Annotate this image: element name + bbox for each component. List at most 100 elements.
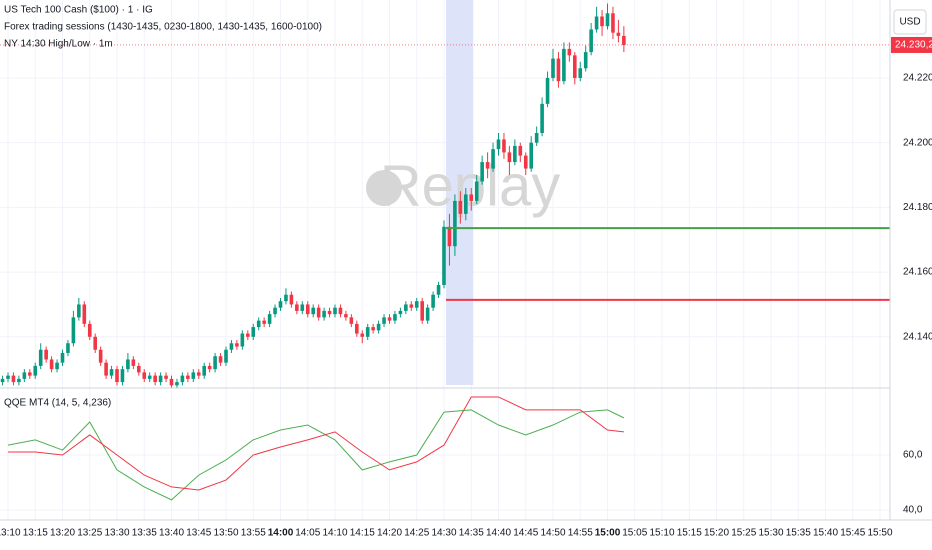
candle-body: [387, 317, 392, 321]
candle-body: [562, 48, 566, 82]
x-tick-label: 14:30: [431, 528, 456, 539]
candle-body: [77, 304, 81, 318]
candle-body: [600, 16, 604, 27]
candle-body: [344, 314, 348, 318]
indicator-line: [8, 396, 624, 491]
candle-body: [87, 323, 92, 337]
x-tick-label: 15:20: [704, 528, 729, 539]
candle-body: [158, 375, 163, 383]
candle-body: [474, 181, 479, 201]
y-tick-label: 24.200,0: [903, 137, 932, 148]
x-tick-label: 14:20: [377, 528, 402, 539]
candle-body: [316, 307, 321, 318]
last-price-label: 24.230,2: [895, 40, 932, 51]
y-tick-label: 24.160,0: [903, 267, 932, 278]
candle-body: [295, 304, 299, 311]
candle-body: [327, 310, 332, 315]
candle-body: [589, 29, 593, 53]
backdrop: [446, 0, 474, 385]
candle-body: [453, 200, 457, 247]
x-tick-label: 15:30: [758, 528, 783, 539]
x-tick-label: 13:55: [241, 528, 266, 539]
currency[interactable]: USD: [899, 17, 920, 28]
candle-body: [0, 378, 5, 383]
x-tick-label: 14:50: [540, 528, 565, 539]
x-tick-label: 14:05: [295, 528, 320, 539]
candle-body: [49, 359, 54, 370]
candle-body: [131, 359, 136, 366]
y-tick-label: 40,0: [903, 505, 923, 516]
candle-body: [567, 48, 572, 56]
last-price-box: [891, 36, 932, 53]
x-tick-label: 13:40: [159, 528, 184, 539]
x-tick-label: 13:50: [213, 528, 238, 539]
candle-body: [186, 375, 190, 379]
candle-body: [458, 200, 463, 214]
indicator-line: [7, 409, 625, 501]
candle-body: [289, 294, 294, 305]
candle-body: [71, 317, 76, 344]
candle-body: [175, 382, 179, 386]
candle-body: [256, 320, 261, 328]
candle-body: [251, 327, 256, 337]
candle-body: [534, 132, 539, 143]
x-tick-label: 15:50: [867, 528, 892, 539]
candle-body: [109, 369, 114, 376]
candle-body: [371, 327, 375, 331]
x-tick-label: 13:10: [0, 528, 21, 539]
marks: [0, 3, 890, 501]
candle-body: [496, 139, 501, 150]
candle-body: [44, 349, 48, 360]
x-tick-label: 14:55: [568, 528, 593, 539]
candle-body: [523, 155, 528, 169]
candle-body: [93, 336, 97, 350]
candle-body: [60, 352, 65, 363]
watermark-icon: [366, 170, 402, 206]
candle-body: [464, 194, 468, 214]
candle-body: [240, 333, 245, 347]
x-tick-label: 14:40: [486, 528, 511, 539]
candle-body: [322, 310, 326, 318]
session-highlight: [446, 0, 474, 385]
candle-body: [305, 304, 310, 315]
candle-body: [502, 139, 506, 153]
candle-body: [594, 16, 599, 30]
candle-body: [491, 149, 495, 169]
candle-body: [573, 55, 577, 78]
watermark: Replay: [380, 153, 561, 218]
x-tick-label: 14:45: [513, 528, 538, 539]
candle-body: [485, 162, 490, 169]
candle-body: [6, 375, 10, 379]
candle-body: [404, 304, 408, 311]
candle-body: [33, 365, 38, 376]
candle-body: [513, 145, 517, 163]
candle-body: [311, 307, 315, 315]
candle-body: [229, 343, 234, 350]
candle-body: [414, 301, 419, 308]
candle-body: [196, 372, 201, 376]
indicator-label: Forex trading sessions (1430-1435, 0230-…: [4, 22, 322, 33]
candle-body: [153, 375, 157, 383]
candle-body: [540, 103, 544, 133]
x-tick-label: 15:15: [677, 528, 702, 539]
candle-body: [55, 362, 59, 370]
currency-box[interactable]: [893, 9, 927, 35]
candle-body: [180, 375, 185, 383]
candle-body: [104, 362, 108, 376]
y-tick-label: 60,0: [903, 450, 923, 461]
candle-body: [349, 317, 354, 324]
candle-body: [529, 142, 533, 169]
x-tick-label: 13:25: [77, 528, 102, 539]
candle-body: [224, 349, 228, 363]
candle-body: [393, 314, 397, 321]
candle-body: [469, 194, 474, 201]
candle-body: [202, 365, 206, 376]
candle-body: [137, 365, 141, 373]
candle-body: [169, 378, 174, 386]
grid: [0, 0, 890, 520]
x-tick-label: 15:05: [622, 528, 647, 539]
candle-body: [28, 372, 32, 376]
candle-body: [278, 301, 283, 308]
candle-body: [98, 349, 103, 363]
candle-body: [142, 372, 147, 379]
